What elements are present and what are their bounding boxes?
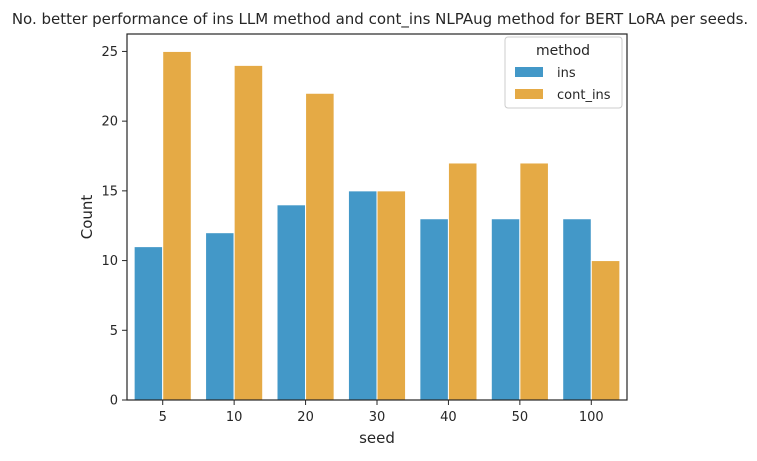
bar-ins-30 — [347, 190, 378, 401]
x-axis: 5 10 20 30 40 50 100 — [159, 400, 604, 425]
y-tick-label: 5 — [110, 324, 118, 339]
x-tick-label: 50 — [512, 410, 529, 425]
legend-swatch-cont-ins — [515, 89, 543, 99]
chart-title: No. better performance of ins LLM method… — [12, 10, 748, 29]
legend-swatch-ins — [515, 67, 543, 77]
bar-ins-10 — [205, 232, 235, 401]
bar-cont-ins-10 — [233, 64, 264, 401]
x-tick-label: 100 — [579, 410, 604, 425]
legend: method ins cont_ins — [504, 36, 623, 109]
bar-ins-40 — [419, 218, 449, 401]
bar-cont-ins-30 — [376, 190, 407, 401]
bar-cont-ins-20 — [305, 92, 335, 401]
bar-cont-ins-40 — [447, 162, 478, 401]
bar-ins-5 — [133, 246, 164, 401]
bar-cont-ins-50 — [519, 162, 549, 401]
legend-title: method — [536, 43, 590, 59]
y-axis-label: Count — [78, 195, 96, 240]
bar-ins-20 — [276, 204, 307, 401]
x-axis-label: seed — [359, 429, 395, 447]
bar-ins-100 — [562, 218, 592, 401]
y-tick-label: 20 — [101, 115, 118, 130]
y-tick-label: 25 — [101, 45, 118, 60]
legend-label-cont-ins: cont_ins — [557, 88, 611, 103]
x-tick-label: 5 — [159, 410, 167, 425]
x-tick-label: 40 — [440, 410, 457, 425]
x-tick-label: 20 — [297, 410, 314, 425]
y-tick-label: 0 — [110, 394, 118, 409]
x-tick-label: 10 — [226, 410, 243, 425]
bars-group — [133, 50, 621, 401]
bar-cont-ins-5 — [162, 50, 192, 401]
bar-ins-50 — [490, 218, 521, 401]
y-tick-label: 10 — [101, 254, 118, 269]
y-tick-label: 15 — [101, 184, 118, 199]
legend-label-ins: ins — [557, 66, 576, 81]
x-tick-label: 30 — [369, 410, 386, 425]
y-axis: 0 5 10 15 20 25 — [101, 45, 127, 409]
bar-cont-ins-100 — [590, 260, 621, 401]
